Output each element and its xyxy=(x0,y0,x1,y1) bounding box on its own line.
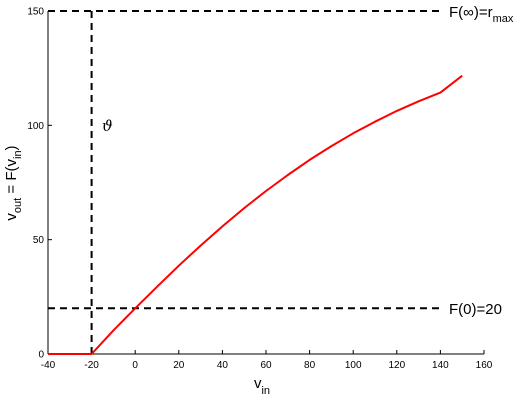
x-tick-label: 160 xyxy=(476,360,493,371)
x-tick-label: 60 xyxy=(260,360,272,371)
series-layer xyxy=(48,74,463,355)
y-tick-label: 0 xyxy=(38,350,44,361)
axes: -40 -20 0 20 40 60 80 100 120 140 160 0 50 100 150 xyxy=(27,7,492,372)
x-tick-label: 80 xyxy=(304,360,316,371)
y-axis-label: vout = F(vin) xyxy=(3,145,24,220)
y-tick-label: 150 xyxy=(27,7,44,18)
y-tick-label: 50 xyxy=(33,235,45,246)
x-axis-label-main: v xyxy=(254,375,262,392)
x-tick-label: 120 xyxy=(388,360,405,371)
x-tick-label: 140 xyxy=(432,360,449,371)
x-tick-label: 0 xyxy=(132,360,138,371)
threshold-theta-label: ϑ xyxy=(102,117,113,135)
x-axis-label-sub: in xyxy=(261,385,270,397)
y-tick-label: 100 xyxy=(27,121,44,132)
series-line-0 xyxy=(48,74,463,355)
reference-lines xyxy=(48,10,442,354)
x-tick-label: -40 xyxy=(41,360,56,371)
x-tick-label: 100 xyxy=(345,360,362,371)
x-tick-label: 20 xyxy=(173,360,185,371)
f-zero-label: F(0)=20 xyxy=(449,301,502,318)
f-infinity-label: F(∞)=rmax xyxy=(449,4,514,25)
x-axis-label: vin xyxy=(254,375,270,397)
x-tick-label: 40 xyxy=(217,360,229,371)
x-tick-label: -20 xyxy=(84,360,99,371)
